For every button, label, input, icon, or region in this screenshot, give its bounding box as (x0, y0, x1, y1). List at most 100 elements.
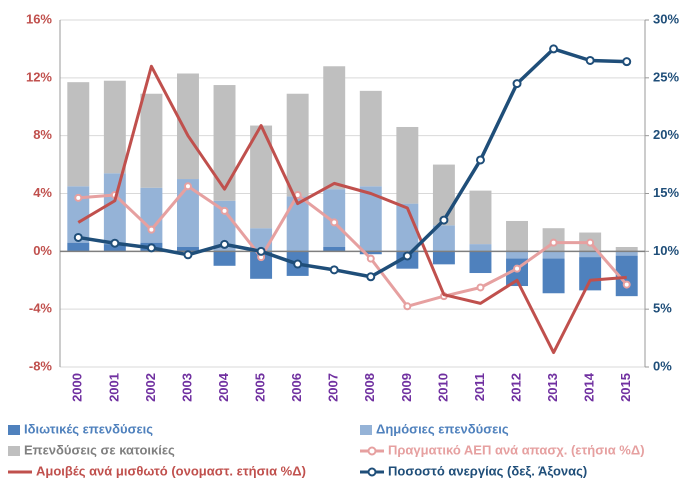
legend-marker (367, 467, 377, 477)
y2-tick-label: 25% (653, 69, 679, 84)
x-tick-label: 2014 (582, 372, 597, 402)
legend-label: Αμοιβές ανά μισθωτό (ονομαστ. ετήσια %Δ) (36, 463, 306, 478)
x-tick-label: 2008 (362, 373, 377, 402)
marker (549, 44, 559, 54)
marker (586, 238, 595, 247)
bar (323, 66, 346, 190)
x-tick-label: 2013 (545, 373, 560, 402)
bar (396, 126, 419, 204)
x-tick-label: 2012 (508, 373, 523, 402)
bar (579, 251, 602, 258)
bar (250, 125, 273, 229)
marker (110, 238, 120, 248)
x-tick-label: 2004 (216, 372, 231, 402)
y2-tick-label: 20% (653, 127, 679, 142)
marker (476, 283, 485, 292)
marker (366, 254, 375, 263)
legend-swatch (360, 425, 372, 435)
marker (403, 302, 412, 311)
bar (323, 189, 346, 247)
y-tick-label: 8% (33, 127, 52, 142)
bar (615, 255, 638, 297)
marker (549, 238, 558, 247)
marker (330, 218, 339, 227)
bar (432, 251, 455, 265)
y-tick-label: 16% (26, 11, 52, 26)
bar (250, 251, 273, 279)
y-tick-label: 0% (33, 243, 52, 258)
line (78, 47, 627, 279)
y-tick-label: -8% (29, 358, 53, 373)
bar (177, 73, 199, 180)
x-tick-label: 2001 (106, 373, 121, 402)
marker (329, 265, 339, 275)
x-tick-label: 2015 (618, 373, 633, 402)
marker (74, 193, 83, 202)
x-tick-label: 2009 (399, 373, 414, 402)
bar (542, 258, 565, 294)
bar (177, 246, 199, 252)
x-tick-label: 2003 (179, 373, 194, 402)
bar (103, 80, 126, 174)
marker (622, 280, 631, 289)
bar (542, 251, 565, 259)
legend-label: Επενδύσεις σε κατοικίες (24, 442, 175, 457)
legend-swatch (8, 446, 20, 456)
marker (366, 272, 376, 282)
legend-marker (367, 446, 377, 456)
line (77, 64, 627, 355)
marker (402, 251, 412, 261)
bar (615, 251, 638, 256)
bar (67, 186, 90, 243)
legend-swatch (8, 425, 20, 435)
x-tick-label: 2010 (435, 373, 450, 402)
bar (396, 203, 419, 252)
bar (213, 85, 236, 201)
y-tick-label: 12% (26, 69, 52, 84)
marker (256, 246, 266, 256)
legend-label: Ιδιωτικές επενδύσεις (24, 421, 153, 436)
marker (475, 155, 485, 165)
x-tick-label: 2002 (143, 373, 158, 402)
marker (513, 264, 522, 273)
bar (579, 257, 602, 291)
bar (213, 200, 236, 252)
legend-label: Δημόσιες επενδύσεις (376, 421, 509, 436)
line (78, 184, 628, 308)
x-tick-label: 2011 (472, 373, 487, 401)
y2-tick-label: 10% (653, 243, 679, 258)
marker (146, 243, 156, 253)
marker (220, 239, 230, 249)
x-tick-label: 2007 (326, 373, 341, 402)
bar (359, 251, 382, 255)
bar (177, 179, 199, 247)
marker (73, 232, 83, 242)
bar (469, 244, 492, 252)
legend-label: Πραγματικό ΑΕΠ ανά απασχ. (ετήσια %Δ) (388, 442, 645, 457)
marker (439, 215, 449, 225)
legend-label: Ποσοστό ανεργίας (δεξ. Άξονας) (388, 463, 587, 478)
bar (213, 251, 236, 266)
y2-tick-label: 0% (653, 358, 672, 373)
bar (67, 242, 90, 252)
bar (432, 225, 455, 252)
bar (103, 173, 126, 245)
bar (615, 246, 638, 252)
y2-tick-label: 5% (653, 301, 672, 316)
y-tick-label: -4% (29, 301, 53, 316)
marker (512, 79, 522, 89)
x-tick-label: 2000 (70, 373, 85, 402)
bar (469, 190, 492, 245)
bar (140, 187, 163, 243)
marker (585, 55, 595, 65)
bar (286, 93, 309, 197)
y2-tick-label: 15% (653, 185, 679, 200)
marker (147, 225, 156, 234)
y2-tick-label: 30% (653, 11, 679, 26)
bar (506, 251, 528, 259)
bar (359, 186, 382, 252)
y-tick-label: 4% (33, 185, 52, 200)
marker (293, 259, 303, 269)
bar (359, 90, 382, 187)
